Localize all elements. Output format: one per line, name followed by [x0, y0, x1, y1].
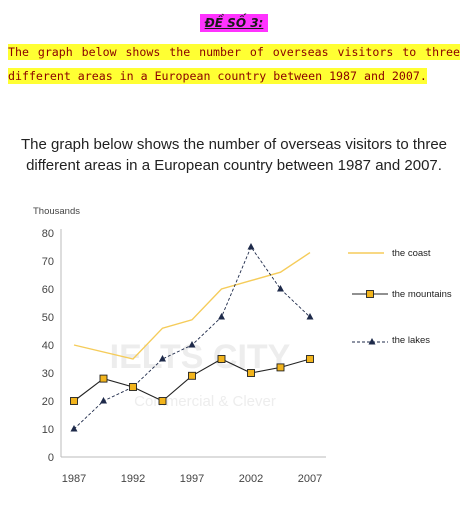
x-tick-label: 2007	[298, 473, 322, 485]
mountains-point	[247, 369, 255, 377]
lakes-point	[306, 313, 314, 320]
mountains-point	[158, 397, 167, 405]
legend-label-coast: the coast	[392, 248, 431, 259]
legend-label-lakes: the lakes	[392, 335, 430, 346]
lakes-point	[277, 285, 284, 292]
y-tick-label: 30	[42, 368, 54, 380]
legend-label-mountains: the mountains	[392, 289, 452, 300]
y-tick-label: 0	[48, 452, 54, 464]
heading-container: ĐỀ SỐ 3:	[0, 12, 468, 32]
legend-marker-mountains	[366, 290, 374, 298]
y-tick-label: 80	[42, 228, 54, 240]
mountains-point	[99, 374, 108, 383]
y-tick-label: 50	[42, 312, 54, 324]
y-axis-label: Thousands	[33, 206, 80, 217]
lakes-point	[70, 425, 78, 432]
mountains-point	[188, 371, 196, 380]
chart-title: The graph below shows the number of over…	[0, 134, 468, 176]
x-tick-label: 2002	[239, 473, 263, 485]
exam-heading: ĐỀ SỐ 3:	[199, 14, 269, 32]
mountains-point	[276, 363, 285, 372]
legend-marker-lakes	[368, 338, 376, 345]
y-tick-label: 10	[42, 424, 54, 436]
lakes-point	[188, 341, 196, 348]
x-tick-label: 1987	[62, 473, 86, 485]
mountains-point	[70, 397, 78, 405]
lakes-point	[159, 355, 166, 362]
chart-title-line-1: The graph below shows the number of over…	[20, 136, 448, 153]
lakes-point	[218, 313, 225, 320]
watermark-brand: IELTS CITY	[110, 338, 291, 376]
mountains-point	[217, 355, 226, 363]
y-tick-label: 20	[42, 396, 54, 408]
y-tick-label: 70	[42, 256, 54, 268]
series-line-coast	[73, 252, 311, 360]
x-tick-label: 1992	[121, 473, 145, 485]
y-tick-label: 40	[42, 340, 54, 352]
watermark-tagline: Commercial & Clever	[134, 393, 276, 410]
mountains-point	[129, 383, 137, 391]
lakes-point	[247, 243, 255, 250]
lakes-point	[100, 397, 107, 404]
task-description: The graph below shows the number of over…	[8, 40, 460, 88]
chart-title-line-2: different areas in a European country be…	[26, 157, 442, 174]
x-tick-label: 1997	[180, 473, 204, 485]
y-tick-label: 60	[42, 284, 54, 296]
mountains-point	[306, 355, 314, 363]
